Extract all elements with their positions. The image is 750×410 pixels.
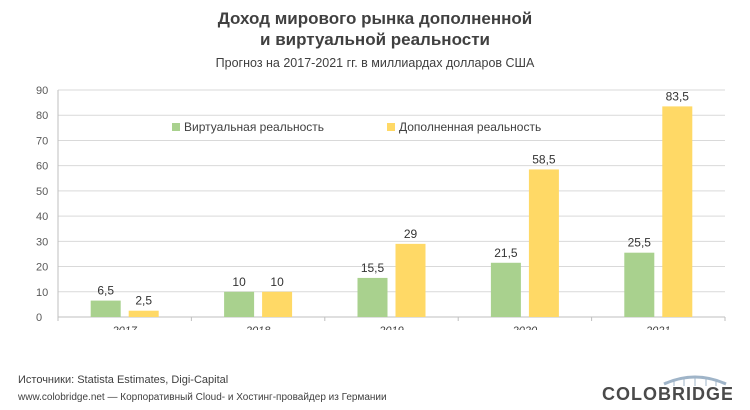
- y-tick-label: 70: [36, 135, 48, 147]
- x-tick-label: 2018: [245, 325, 271, 330]
- data-label: 15,5: [361, 261, 385, 275]
- y-tick-label: 20: [36, 262, 48, 274]
- y-tick-label: 30: [36, 236, 48, 248]
- data-label: 6,5: [97, 284, 114, 298]
- y-tick-label: 40: [36, 211, 48, 223]
- chart-title: Доход мирового рынка дополненной и вирту…: [0, 8, 750, 50]
- chart-title-line-2: и виртуальной реальности: [260, 30, 490, 49]
- chart-title-line-1: Доход мирового рынка дополненной: [217, 9, 533, 28]
- logo-text: COLOBRIDGE: [602, 384, 732, 404]
- x-tick-label: 2019: [378, 325, 403, 330]
- data-label: 2,5: [135, 294, 152, 308]
- y-tick-label: 80: [36, 110, 48, 122]
- y-tick-label: 50: [36, 186, 48, 198]
- bar: [662, 106, 693, 318]
- bar: [224, 291, 255, 317]
- data-label: 10: [232, 275, 246, 289]
- legend-swatch: [172, 123, 180, 131]
- bar: [357, 277, 388, 317]
- legend-swatch: [387, 123, 395, 131]
- chart-subtitle: Прогноз на 2017-2021 гг. в миллиардах до…: [215, 56, 535, 70]
- sources-note: Источники: Statista Estimates, Digi-Capi…: [18, 374, 229, 386]
- legend-label: Виртуальная реальность: [184, 120, 324, 134]
- data-label: 83,5: [666, 89, 690, 103]
- y-tick-label: 10: [36, 287, 48, 299]
- x-tick-label: 2021: [645, 325, 670, 330]
- y-tick-label: 0: [36, 312, 42, 324]
- site-footer: www.colobridge.net — Корпоративный Cloud…: [18, 392, 387, 403]
- bar: [395, 243, 426, 317]
- bar: [90, 300, 121, 317]
- colobridge-logo: COLOBRIDGE: [602, 375, 732, 404]
- data-label: 21,5: [494, 246, 518, 260]
- bar-chart: 0 10 20 30 40 50 60 70 80 90 6,5 2,5 2017 10 10 2018 15,…: [36, 85, 726, 330]
- bar: [490, 262, 521, 317]
- bar: [128, 310, 159, 317]
- data-label: 10: [270, 275, 284, 289]
- bar: [262, 291, 293, 317]
- legend-label: Дополненная реальность: [399, 120, 541, 134]
- bar: [624, 252, 655, 317]
- data-label: 29: [404, 227, 418, 241]
- data-label: 58,5: [532, 152, 556, 166]
- y-tick-label: 90: [36, 85, 48, 97]
- data-label: 25,5: [628, 236, 652, 250]
- x-tick-label: 2020: [512, 325, 538, 330]
- y-tick-label: 60: [36, 161, 48, 173]
- x-tick-label: 2017: [111, 325, 137, 330]
- bar: [528, 169, 559, 317]
